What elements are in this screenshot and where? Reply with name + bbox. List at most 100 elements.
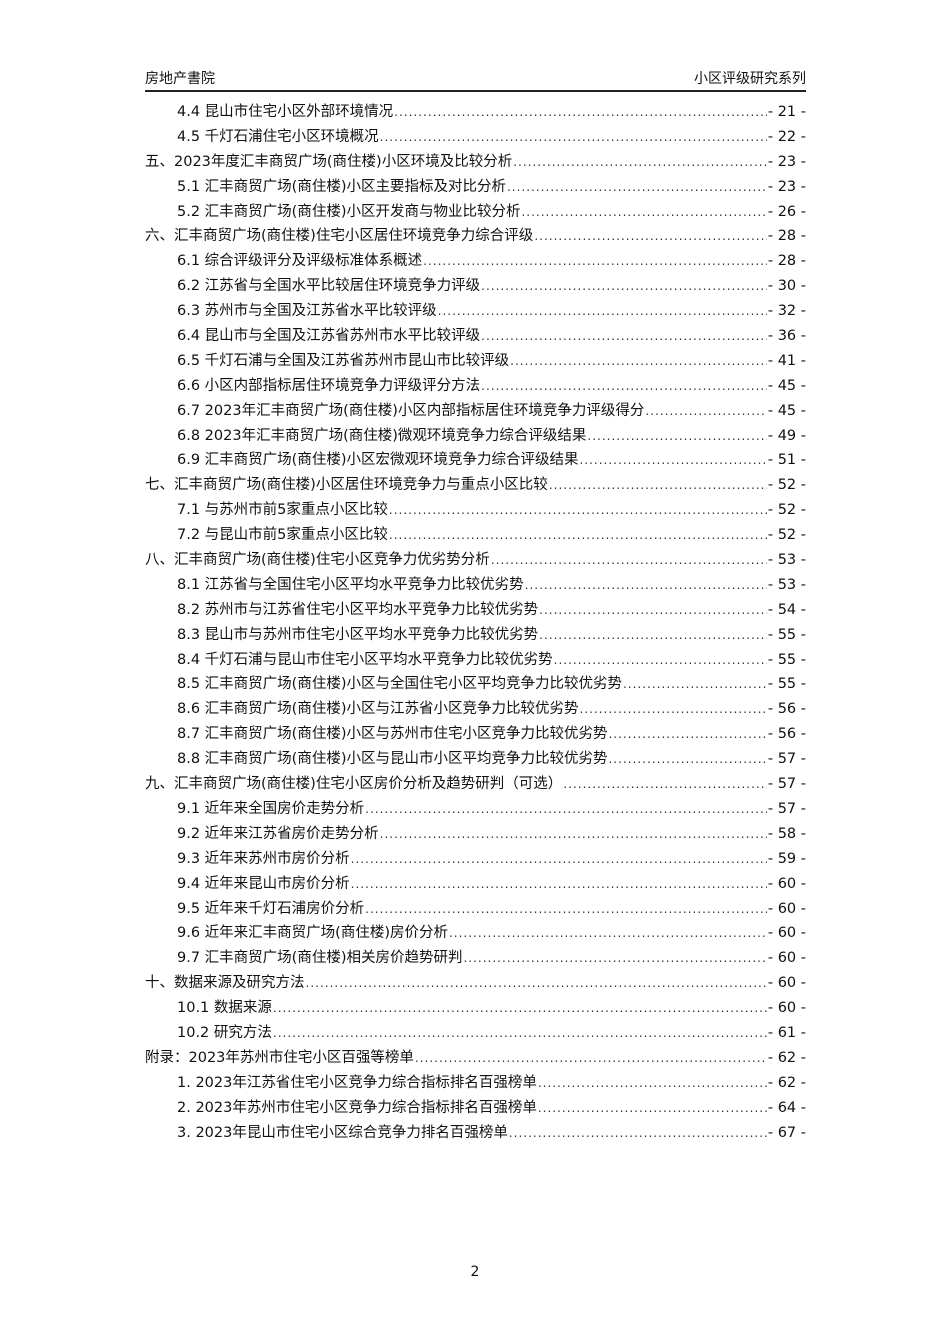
toc-entry-title: 8.7 汇丰商贸广场(商住楼)小区与苏州市住宅小区竞争力比较优劣势	[177, 726, 608, 743]
toc-entry-page: - 55 -	[767, 626, 806, 643]
toc-entry[interactable]: 5.2 汇丰商贸广场(商住楼)小区开发商与物业比较分析 - 26 -	[145, 200, 806, 225]
dot-leader	[491, 553, 767, 567]
toc-entry[interactable]: 9.6 近年来汇丰商贸广场(商住楼)房价分析 - 60 -	[145, 921, 806, 946]
toc-entry[interactable]: 9.7 汇丰商贸广场(商住楼)相关房价趋势研判 - 60 -	[145, 946, 806, 971]
toc-entry-page: - 60 -	[767, 875, 806, 892]
dot-leader	[351, 852, 767, 866]
dot-leader	[587, 429, 766, 443]
toc-entry-title: 8.5 汇丰商贸广场(商住楼)小区与全国住宅小区平均竞争力比较优劣势	[177, 676, 622, 693]
toc-entry[interactable]: 七、汇丰商贸广场(商住楼)小区居住环境竞争力与重点小区比较 - 52 -	[145, 473, 806, 498]
toc-entry[interactable]: 十、数据来源及研究方法 - 60 -	[145, 971, 806, 996]
toc-entry[interactable]: 9.1 近年来全国房价走势分析 - 57 -	[145, 797, 806, 822]
toc-entry-title: 9.6 近年来汇丰商贸广场(商住楼)房价分析	[177, 925, 448, 942]
dot-leader	[438, 304, 767, 318]
toc-entry-title: 8.2 苏州市与江苏省住宅小区平均水平竞争力比较优劣势	[177, 601, 539, 618]
dot-leader	[423, 254, 767, 268]
toc-entry-title: 七、汇丰商贸广场(商住楼)小区居住环境竞争力与重点小区比较	[145, 477, 548, 494]
dot-leader	[351, 877, 767, 891]
toc-entry-title: 八、汇丰商贸广场(商住楼)住宅小区竞争力优劣势分析	[145, 552, 490, 569]
toc-entry-title: 7.1 与苏州市前5家重点小区比较	[177, 502, 388, 519]
toc-entry[interactable]: 6.5 千灯石浦与全国及江苏省苏州市昆山市比较评级 - 41 -	[145, 349, 806, 374]
toc-entry[interactable]: 8.8 汇丰商贸广场(商住楼)小区与昆山市小区平均竞争力比较优劣势 - 57 -	[145, 747, 806, 772]
toc-entry[interactable]: 五、2023年度汇丰商贸广场(商住楼)小区环境及比较分析 - 23 -	[145, 150, 806, 175]
toc-entry-title: 8.8 汇丰商贸广场(商住楼)小区与昆山市小区平均竞争力比较优劣势	[177, 751, 608, 768]
toc-entry[interactable]: 4.4 昆山市住宅小区外部环境情况 - 21 -	[145, 100, 806, 125]
toc-entry-page: - 57 -	[767, 776, 806, 793]
toc-entry[interactable]: 8.1 江苏省与全国住宅小区平均水平竞争力比较优劣势 - 53 -	[145, 573, 806, 598]
toc-entry[interactable]: 六、汇丰商贸广场(商住楼)住宅小区居住环境竞争力综合评级 - 28 -	[145, 224, 806, 249]
toc-entry[interactable]: 6.1 综合评级评分及评级标准体系概述 - 28 -	[145, 249, 806, 274]
dot-leader	[389, 528, 767, 542]
toc-entry[interactable]: 6.3 苏州市与全国及江苏省水平比较评级 - 32 -	[145, 299, 806, 324]
toc-entry-page: - 61 -	[767, 1024, 806, 1041]
toc-entry[interactable]: 8.3 昆山市与苏州市住宅小区平均水平竞争力比较优劣势 - 55 -	[145, 623, 806, 648]
toc-entry[interactable]: 3. 2023年昆山市住宅小区综合竞争力排名百强榜单 - 67 -	[145, 1121, 806, 1146]
header-publisher: 房地产書院	[145, 71, 215, 87]
toc-entry-title: 8.4 千灯石浦与昆山市住宅小区平均水平竞争力比较优劣势	[177, 651, 553, 668]
toc-entry[interactable]: 6.9 汇丰商贸广场(商住楼)小区宏微观环境竞争力综合评级结果 - 51 -	[145, 448, 806, 473]
toc-entry-title: 5.1 汇丰商贸广场(商住楼)小区主要指标及对比分析	[177, 178, 506, 195]
toc-entry[interactable]: 九、汇丰商贸广场(商住楼)住宅小区房价分析及趋势研判（可选） - 57 -	[145, 772, 806, 797]
dot-leader	[579, 453, 766, 467]
dot-leader	[579, 702, 766, 716]
toc-entry[interactable]: 八、汇丰商贸广场(商住楼)住宅小区竞争力优劣势分析 - 53 -	[145, 548, 806, 573]
dot-leader	[306, 976, 767, 990]
toc-entry[interactable]: 8.6 汇丰商贸广场(商住楼)小区与江苏省小区竞争力比较优劣势 - 56 -	[145, 697, 806, 722]
toc-entry[interactable]: 9.2 近年来江苏省房价走势分析 - 58 -	[145, 822, 806, 847]
toc-entry-page: - 60 -	[767, 950, 806, 967]
toc-entry-title: 5.2 汇丰商贸广场(商住楼)小区开发商与物业比较分析	[177, 203, 521, 220]
toc-entry[interactable]: 10.2 研究方法 - 61 -	[145, 1021, 806, 1046]
toc-entry[interactable]: 4.5 千灯石浦住宅小区环境概况 - 22 -	[145, 125, 806, 150]
toc-entry[interactable]: 9.5 近年来千灯石浦房价分析 - 60 -	[145, 897, 806, 922]
toc-entry-title: 7.2 与昆山市前5家重点小区比较	[177, 527, 388, 544]
toc-entry[interactable]: 6.2 江苏省与全国水平比较居住环境竞争力评级 - 30 -	[145, 274, 806, 299]
toc-entry[interactable]: 5.1 汇丰商贸广场(商住楼)小区主要指标及对比分析 - 23 -	[145, 175, 806, 200]
dot-leader	[608, 752, 766, 766]
toc-entry[interactable]: 1. 2023年江苏省住宅小区竞争力综合指标排名百强榜单 - 62 -	[145, 1071, 806, 1096]
dot-leader	[538, 1076, 767, 1090]
toc-entry[interactable]: 6.8 2023年汇丰商贸广场(商住楼)微观环境竞争力综合评级结果 - 49 -	[145, 424, 806, 449]
toc-entry-page: - 60 -	[767, 975, 806, 992]
toc-entry-title: 8.3 昆山市与苏州市住宅小区平均水平竞争力比较优劣势	[177, 626, 539, 643]
toc-entry-title: 6.9 汇丰商贸广场(商住楼)小区宏微观环境竞争力综合评级结果	[177, 452, 579, 469]
page-header: 房地产書院 小区评级研究系列	[145, 66, 806, 92]
dot-leader	[380, 827, 767, 841]
toc-entry[interactable]: 9.4 近年来昆山市房价分析 - 60 -	[145, 872, 806, 897]
toc-entry-title: 1. 2023年江苏省住宅小区竞争力综合指标排名百强榜单	[177, 1074, 537, 1091]
toc-entry-page: - 36 -	[767, 328, 806, 345]
toc-entry-page: - 52 -	[767, 527, 806, 544]
dot-leader	[539, 628, 767, 642]
toc-entry-page: - 55 -	[767, 676, 806, 693]
dot-leader	[481, 379, 767, 393]
toc-entry-title: 2. 2023年苏州市住宅小区竞争力综合指标排名百强榜单	[177, 1099, 537, 1116]
toc-entry-page: - 22 -	[767, 128, 806, 145]
toc-entry-title: 8.6 汇丰商贸广场(商住楼)小区与江苏省小区竞争力比较优劣势	[177, 701, 579, 718]
toc-entry-page: - 52 -	[767, 477, 806, 494]
toc-entry[interactable]: 8.4 千灯石浦与昆山市住宅小区平均水平竞争力比较优劣势 - 55 -	[145, 648, 806, 673]
dot-leader	[623, 677, 767, 691]
dot-leader	[521, 205, 766, 219]
toc-entry[interactable]: 8.7 汇丰商贸广场(商住楼)小区与苏州市住宅小区竞争力比较优劣势 - 56 -	[145, 722, 806, 747]
toc-entry-title: 3. 2023年昆山市住宅小区综合竞争力排名百强榜单	[177, 1124, 508, 1141]
toc-entry[interactable]: 7.1 与苏州市前5家重点小区比较 - 52 -	[145, 498, 806, 523]
toc-entry[interactable]: 8.2 苏州市与江苏省住宅小区平均水平竞争力比较优劣势 - 54 -	[145, 598, 806, 623]
toc-entry-page: - 26 -	[767, 203, 806, 220]
toc-entry[interactable]: 7.2 与昆山市前5家重点小区比较 - 52 -	[145, 523, 806, 548]
dot-leader	[513, 155, 767, 169]
toc-entry-page: - 57 -	[767, 751, 806, 768]
toc-entry-title: 4.5 千灯石浦住宅小区环境概况	[177, 128, 379, 145]
toc-entry[interactable]: 6.4 昆山市与全国及江苏省苏州市水平比较评级 - 36 -	[145, 324, 806, 349]
toc-entry[interactable]: 2. 2023年苏州市住宅小区竞争力综合指标排名百强榜单 - 64 -	[145, 1096, 806, 1121]
toc-entry[interactable]: 8.5 汇丰商贸广场(商住楼)小区与全国住宅小区平均竞争力比较优劣势 - 55 -	[145, 672, 806, 697]
toc-entry-title: 9.5 近年来千灯石浦房价分析	[177, 900, 365, 917]
toc-entry-title: 9.4 近年来昆山市房价分析	[177, 875, 350, 892]
toc-entry[interactable]: 6.7 2023年汇丰商贸广场(商住楼)小区内部指标居住环境竞争力评级得分 - 4…	[145, 399, 806, 424]
toc-entry-title: 4.4 昆山市住宅小区外部环境情况	[177, 104, 394, 120]
toc-entry[interactable]: 6.6 小区内部指标居住环境竞争力评级评分方法 - 45 -	[145, 374, 806, 399]
toc-entry[interactable]: 10.1 数据来源 - 60 -	[145, 996, 806, 1021]
toc-entry-title: 6.4 昆山市与全国及江苏省苏州市水平比较评级	[177, 328, 481, 345]
toc-entry[interactable]: 9.3 近年来苏州市房价分析 - 59 -	[145, 847, 806, 872]
toc-entry-title: 10.2 研究方法	[177, 1024, 272, 1041]
toc-entry[interactable]: 附录：2023年苏州市住宅小区百强等榜单 - 62 -	[145, 1046, 806, 1071]
dot-leader	[273, 1026, 767, 1040]
